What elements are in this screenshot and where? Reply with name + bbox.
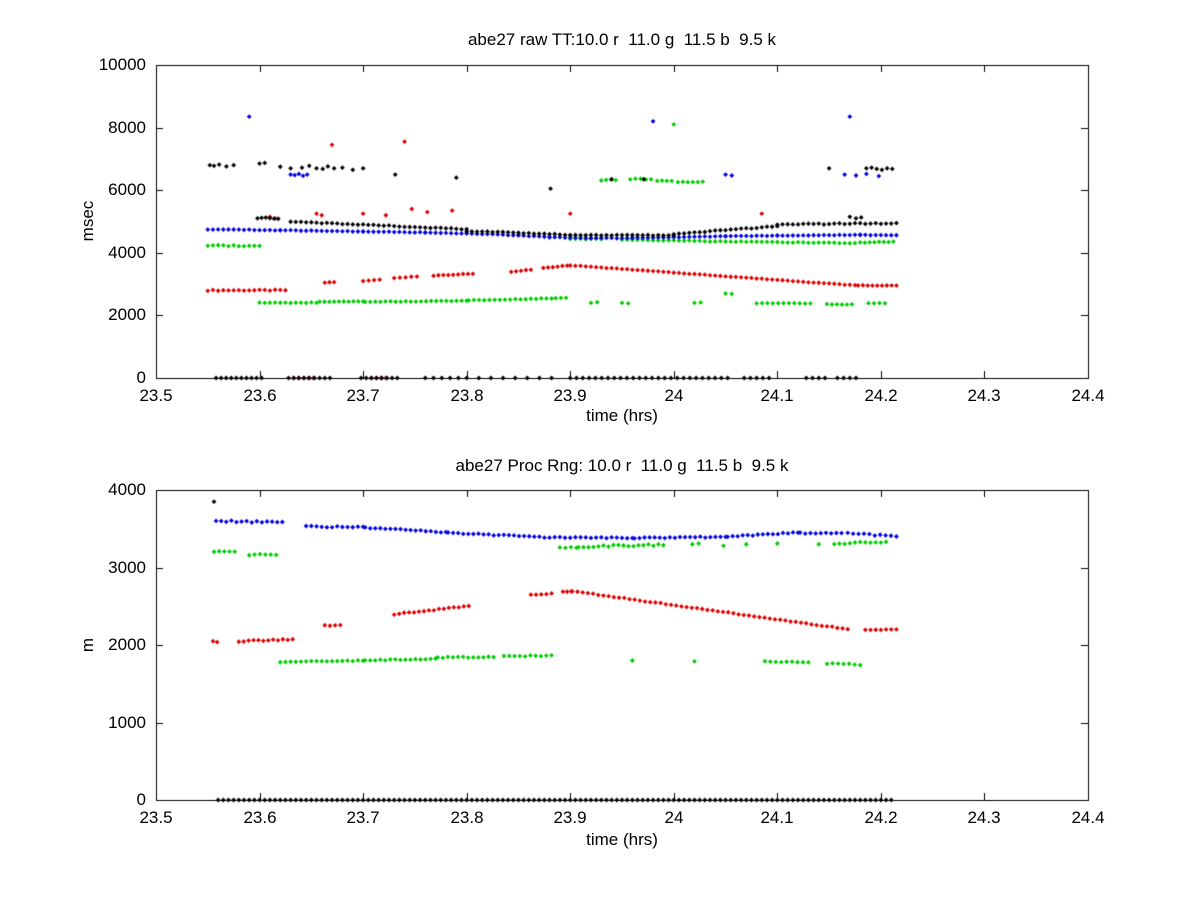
x-tick-label: 24 — [664, 386, 684, 405]
x-tick-label: 24.2 — [864, 808, 898, 827]
bottom-chart-title: abe27 Proc Rng: 10.0 r 11.0 g 11.5 b 9.5… — [455, 456, 789, 475]
x-tick-label: 24.1 — [760, 386, 794, 405]
x-tick-label: 23.6 — [243, 386, 277, 405]
y-tick-label: 1000 — [108, 713, 146, 732]
x-tick-label: 23.5 — [139, 386, 173, 405]
y-tick-label: 2000 — [108, 305, 146, 324]
x-tick-label: 23.8 — [450, 386, 484, 405]
x-tick-label: 24.4 — [1071, 808, 1105, 827]
x-tick-label: 24.1 — [760, 808, 794, 827]
y-tick-label: 0 — [136, 790, 146, 809]
x-tick-label: 23.7 — [346, 386, 380, 405]
x-tick-label: 24.4 — [1071, 386, 1105, 405]
y-tick-label: 2000 — [108, 635, 146, 654]
y-tick-label: 8000 — [108, 118, 146, 137]
x-tick-label: 23.5 — [139, 808, 173, 827]
x-tick-label: 23.6 — [243, 808, 277, 827]
x-tick-label: 24.3 — [967, 386, 1001, 405]
x-tick-label: 23.9 — [553, 386, 587, 405]
top-chart-ylabel: msec — [78, 200, 97, 242]
top-chart-xlabel: time (hrs) — [586, 406, 658, 425]
x-tick-label: 23.8 — [450, 808, 484, 827]
x-tick-label: 23.9 — [553, 808, 587, 827]
bottom-chart-xlabel: time (hrs) — [586, 830, 658, 849]
y-tick-label: 3000 — [108, 558, 146, 577]
x-tick-label: 23.7 — [346, 808, 380, 827]
y-tick-label: 10000 — [98, 55, 146, 74]
x-tick-label: 24.2 — [864, 386, 898, 405]
x-tick-label: 24.3 — [967, 808, 1001, 827]
y-tick-label: 0 — [136, 368, 146, 387]
y-tick-label: 4000 — [108, 480, 146, 499]
top-chart-title: abe27 raw TT:10.0 r 11.0 g 11.5 b 9.5 k — [467, 30, 777, 49]
x-tick-label: 24 — [664, 808, 684, 827]
y-tick-label: 6000 — [108, 180, 146, 199]
y-tick-label: 4000 — [108, 243, 146, 262]
